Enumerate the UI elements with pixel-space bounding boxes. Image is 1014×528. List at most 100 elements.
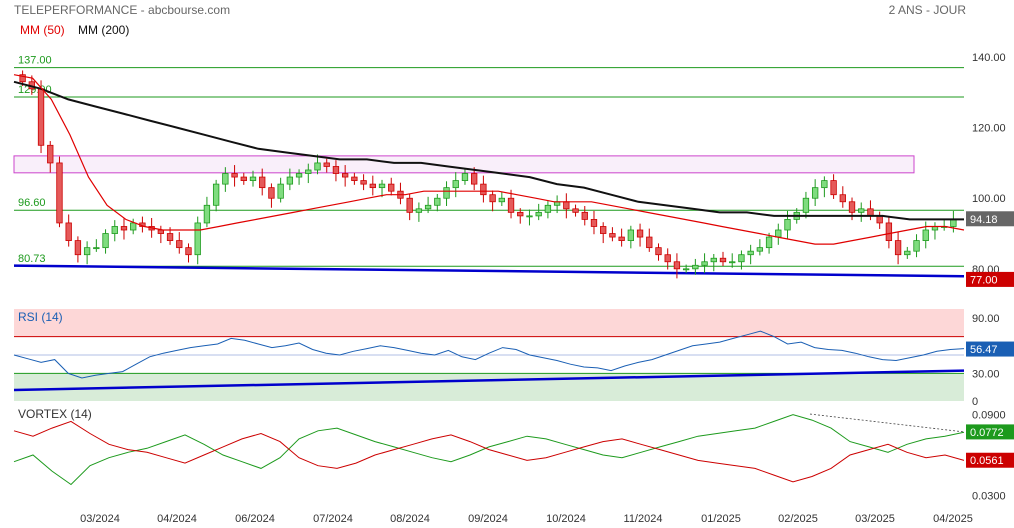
candle-body — [166, 233, 174, 241]
candle-body — [369, 183, 376, 189]
rsi-tick-0: 90.00 — [972, 313, 1000, 325]
x-tick-11: 04/2025 — [933, 513, 973, 525]
vortex-last-badge-1: 0.0561 — [970, 455, 1004, 467]
candle-body — [682, 268, 690, 271]
x-tick-2: 06/2024 — [235, 513, 275, 525]
level-label-0: 137.00 — [18, 55, 52, 67]
candle-body — [111, 226, 118, 234]
rsi-title: RSI (14) — [18, 310, 63, 324]
candle-body — [867, 208, 874, 217]
vortex-title: VORTEX (14) — [18, 407, 92, 421]
candle-body — [268, 187, 275, 199]
vortex-tick-0: 0.0900 — [972, 410, 1006, 422]
candle-body — [507, 197, 515, 213]
candle-body — [176, 240, 183, 249]
support-trendline — [13, 264, 965, 278]
candle-body — [922, 229, 929, 241]
candle-body — [203, 204, 211, 224]
candle-body — [894, 240, 902, 256]
candle-body — [406, 197, 413, 213]
rsi-tick-1: 30.00 — [972, 368, 1000, 380]
candle-body — [102, 233, 109, 249]
candle-body — [415, 208, 423, 213]
candle-body — [904, 250, 911, 256]
candle-body — [65, 222, 72, 241]
candle-body — [240, 176, 247, 181]
candle-body — [351, 176, 358, 181]
candle-body — [74, 240, 82, 256]
rsi-last-badge: 56.47 — [970, 344, 998, 356]
candle-body — [600, 226, 607, 234]
rsi-support-line — [13, 369, 965, 392]
vortex-line-1 — [13, 420, 965, 483]
level-label-3: 80.73 — [18, 253, 46, 265]
candle-body — [314, 162, 321, 171]
price-tick-2: 100.00 — [972, 193, 1006, 205]
candle-body — [664, 254, 671, 263]
candle-body — [259, 176, 266, 189]
last-price-badge-bg — [966, 211, 1014, 227]
candle-body — [130, 222, 137, 231]
x-tick-5: 09/2024 — [468, 513, 508, 525]
x-tick-6: 10/2024 — [546, 513, 586, 525]
candle-body — [710, 257, 717, 263]
candle-body — [636, 229, 644, 238]
vortex-divergence-line — [809, 413, 965, 433]
candle-body — [876, 215, 883, 224]
candle-body — [434, 197, 441, 206]
candle-body — [563, 201, 570, 210]
candle-body — [885, 222, 893, 241]
candle-body — [194, 222, 201, 256]
candle-body — [277, 183, 284, 199]
candle-body — [295, 173, 303, 178]
candle-body — [701, 261, 708, 266]
candle-body — [517, 211, 524, 217]
candle-body — [388, 183, 395, 192]
candle-body — [498, 197, 505, 203]
candle-body — [378, 183, 386, 189]
candle-body — [480, 183, 487, 196]
chart-title: TELEPERFORMANCE - abcbourse.com — [14, 3, 231, 17]
resistance-zone — [13, 155, 915, 174]
candle-body — [784, 219, 791, 231]
x-tick-3: 07/2024 — [313, 513, 353, 525]
candle-body — [775, 229, 782, 238]
candle-body — [581, 211, 588, 220]
vortex-last-badge-1-bg — [966, 452, 1014, 468]
rsi-line — [13, 330, 965, 379]
support-badge: 77.00 — [970, 274, 998, 286]
candle-body — [56, 162, 63, 224]
candle-body — [37, 88, 45, 146]
candle-body — [821, 180, 828, 189]
candle-body — [120, 226, 128, 231]
level-label-2: 96.60 — [18, 197, 46, 209]
candle-body — [913, 240, 920, 252]
candle-body — [526, 215, 533, 218]
candle-body — [627, 229, 635, 241]
rsi-tick-2: 0 — [972, 396, 978, 408]
candle-body — [590, 219, 598, 227]
candle-body — [489, 194, 496, 203]
vortex-line-0 — [13, 414, 965, 486]
candle-body — [848, 201, 856, 213]
legend-ma200: MM (200) — [78, 23, 130, 37]
candle-body — [535, 211, 542, 217]
candle-body — [719, 257, 727, 263]
candle-body — [212, 183, 220, 206]
last-price-badge: 94.18 — [970, 214, 998, 226]
candle-body — [950, 219, 957, 227]
candle-body — [609, 233, 616, 238]
x-tick-4: 08/2024 — [390, 513, 430, 525]
price-tick-0: 140.00 — [972, 52, 1006, 64]
price-tick-1: 120.00 — [972, 123, 1006, 135]
candle-body — [222, 173, 229, 185]
candle-body — [738, 254, 745, 263]
candle-body — [185, 247, 192, 256]
candle-body — [572, 208, 579, 213]
x-tick-0: 03/2024 — [80, 513, 120, 525]
candle-body — [83, 247, 91, 256]
candle-body — [544, 204, 552, 213]
vortex-tick-1: 0.0300 — [972, 490, 1006, 502]
candle-body — [471, 173, 478, 185]
period-label: 2 ANS - JOUR — [888, 3, 966, 17]
